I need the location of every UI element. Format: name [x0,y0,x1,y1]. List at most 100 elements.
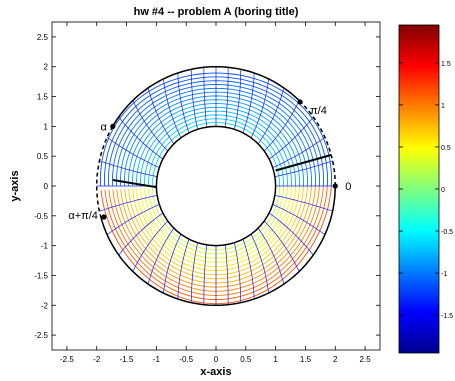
field-line [147,228,175,285]
annotation-point [101,214,107,220]
field-line [268,212,314,256]
outer-boundary [112,65,301,127]
x-tick-label: 0.5 [240,355,252,364]
colorbar-tick-label: -0.5 [441,229,453,236]
annotation-label: α+π/4 [68,210,98,222]
annotation-label: π/4 [310,105,327,117]
colorbar-tick-label: 1 [441,103,445,110]
field-line [263,100,300,152]
annotation-point [297,99,303,105]
field-line [99,194,158,212]
colorbar [398,24,440,354]
field-line [190,69,198,130]
x-tick-label: 1.5 [300,355,312,364]
colorbar-tick-label: 0 [441,187,445,194]
field-line [268,116,314,160]
field-line [203,67,208,128]
y-axis-ticks: -2.5 -2 -1.5 -1 -0.5 0 0.5 1 1.5 2 2.5 [34,33,380,340]
field-line [118,212,164,256]
level-curve [124,185,308,280]
field-line [118,116,164,160]
field-line [257,228,285,285]
x-tick-label: 1 [273,355,278,364]
level-curve [148,185,285,255]
field-line [99,160,158,178]
level-curve [144,185,289,259]
field-line [274,160,333,178]
cut-line [275,154,332,172]
field-line [106,137,160,168]
x-tick-label: 2 [333,355,338,364]
level-curve [108,185,324,296]
chart-title: hw #4 -- problem A (boring title) [134,6,299,18]
field-line [190,242,198,303]
outer-boundary [95,126,114,218]
level-curve [116,185,316,288]
colorbar-tick-label: 0.5 [441,145,451,152]
field-line [257,87,285,144]
level-curve [128,185,304,276]
outer-boundary [299,101,337,186]
x-tick-label: -2.5 [60,355,74,364]
cut-line [112,179,157,189]
level-curve [112,185,320,292]
field-line [177,72,190,134]
field-line [163,78,182,138]
field-line [147,87,175,144]
level-curve [140,185,292,263]
field-line [224,244,229,305]
y-axis-label: y-axis [9,170,21,201]
field-line [242,72,255,134]
level-curve [104,185,328,300]
y-tick-label: -0.5 [34,212,48,221]
annotation-point [110,123,116,129]
colorbar-tick-label: -1 [441,271,447,278]
x-tick-label: 2.5 [360,355,372,364]
field-line [250,78,269,138]
field-line [106,204,160,235]
x-tick-label: -1.5 [120,355,134,364]
y-tick-label: -2 [41,301,49,310]
colorbar-tick-label: 1.5 [441,61,451,68]
x-tick-label: -0.5 [179,355,193,364]
annotation-layer: 0 π/4 α α+π/4 [68,99,351,222]
field-line [224,67,229,128]
field-line [272,204,326,235]
y-tick-label: 1 [44,122,49,131]
field-line [250,234,269,294]
y-tick-label: 2 [44,63,49,72]
y-tick-label: -2.5 [34,331,48,340]
level-curve [132,185,300,271]
annotation-point [332,183,338,189]
y-tick-label: 0 [44,182,49,191]
field-line [132,220,169,272]
x-axis-label: x-axis [200,366,231,378]
field-line [132,100,169,152]
inner-boundary [155,125,277,247]
field-line [163,234,182,294]
level-curve [100,185,332,305]
x-tick-label: -1 [153,355,161,364]
field-line [177,238,190,300]
x-axis-ticks: -2.5 -2 -1.5 -1 -0.5 0 0.5 1 1.5 2 2.5 [60,22,371,364]
x-tick-label: 0 [214,355,219,364]
field-line [274,194,333,212]
annulus-boundary [95,65,337,307]
field-line [203,244,208,305]
annotation-label: 0 [345,181,351,193]
field-line [242,238,255,300]
y-tick-label: 0.5 [37,152,49,161]
field-line [234,69,242,130]
y-tick-label: -1 [41,242,49,251]
outer-boundary [100,185,337,307]
annotation-label: α [100,121,107,133]
y-tick-label: 1.5 [37,93,49,102]
y-tick-label: -1.5 [34,271,48,280]
x-tick-label: -2 [93,355,101,364]
field-line [272,137,326,168]
colorbar-tick-label: -1.5 [441,313,453,320]
level-curve [151,186,281,251]
colorbar-ticks: -1.5 -1 -0.5 0 0.5 1 1.5 [399,61,453,320]
field-line [234,242,242,303]
